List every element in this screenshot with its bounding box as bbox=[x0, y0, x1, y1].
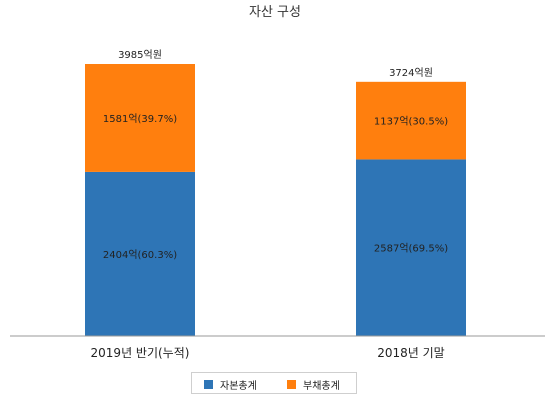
x-tick-label-1: 2018년 기말 bbox=[377, 346, 444, 360]
data-label-liabilities-0: 1581억(39.7%) bbox=[103, 113, 177, 125]
bar-segment-liabilities-0[interactable] bbox=[85, 64, 195, 172]
bar-segment-equity-1[interactable] bbox=[356, 159, 466, 336]
total-label-0: 3985억원 bbox=[118, 49, 162, 61]
chart-title: 자산 구성 bbox=[249, 5, 301, 20]
x-tick-label-0: 2019년 반기(누적) bbox=[91, 346, 190, 360]
data-label-equity-0: 2404억(60.3%) bbox=[103, 249, 177, 261]
legend-label-equity: 자본총계 bbox=[220, 380, 257, 392]
bar-segment-liabilities-1[interactable] bbox=[356, 81, 466, 160]
bar-segment-equity-0[interactable] bbox=[85, 171, 195, 336]
legend-label-liabilities: 부채총계 bbox=[303, 380, 340, 392]
legend-swatch-equity bbox=[204, 379, 213, 389]
legend-item-liabilities[interactable]: 부채총계 bbox=[287, 376, 340, 392]
legend-item-equity[interactable]: 자본총계 bbox=[204, 376, 257, 392]
legend: 자본총계 부채총계 bbox=[191, 372, 357, 394]
data-label-equity-1: 2587억(69.5%) bbox=[374, 243, 448, 255]
legend-swatch-liabilities bbox=[287, 379, 296, 389]
total-label-1: 3724억원 bbox=[389, 67, 433, 79]
data-label-liabilities-1: 1137억(30.5%) bbox=[374, 116, 448, 128]
